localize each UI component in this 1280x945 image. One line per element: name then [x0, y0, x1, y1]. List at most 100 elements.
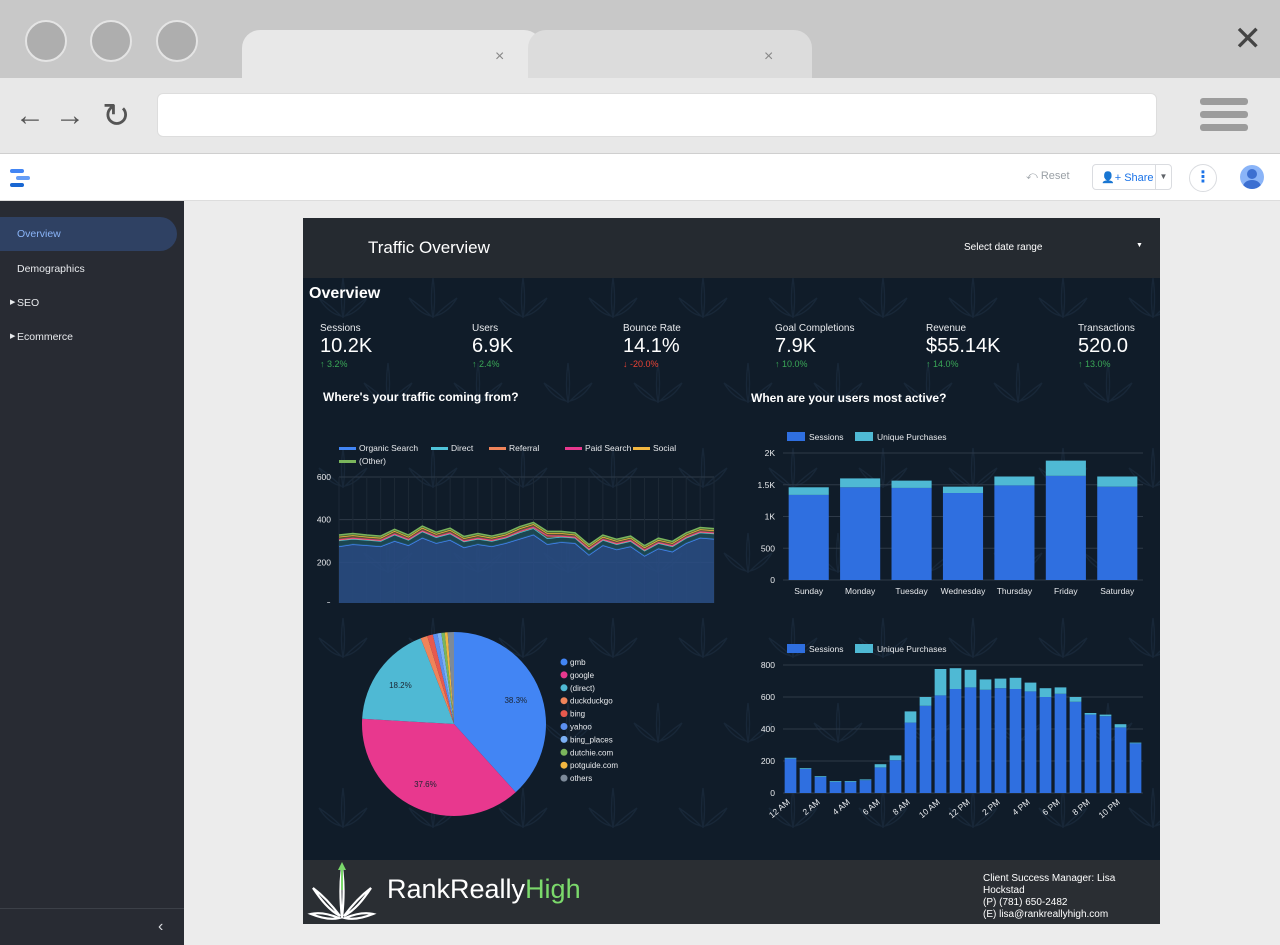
share-button[interactable]: 👤+ Share ▼	[1092, 164, 1172, 190]
bar-sessions	[1069, 701, 1082, 793]
forward-icon[interactable]: →	[55, 99, 85, 132]
source-pie-chart: 38.3% 37.6% 18.2% gmb google (direct) duckduck…	[362, 632, 618, 816]
y-tick-label: 200	[761, 756, 775, 766]
leaf-pattern-icon	[633, 362, 683, 404]
bar-unique-purchases	[859, 779, 872, 781]
back-icon[interactable]: ←	[15, 99, 45, 132]
x-tick-label: 8 AM	[891, 797, 912, 817]
y-tick-label: 600	[761, 692, 775, 702]
report-title: Traffic Overview	[368, 238, 490, 257]
bar-unique-purchases	[1009, 677, 1022, 689]
csm-phone: (P) (781) 650-2482	[983, 897, 1068, 908]
leaf-pattern-icon	[453, 362, 503, 404]
window-dot-2[interactable]	[90, 20, 132, 62]
legend-entry: bing	[570, 710, 585, 719]
bar-unique-purchases	[942, 486, 984, 494]
kpi-value: 6.9K	[472, 335, 514, 357]
browser-tab-2[interactable]: ×	[528, 30, 812, 78]
brand-name-accent: High	[525, 874, 581, 904]
browser-tab-1[interactable]: ×	[242, 30, 542, 78]
bar-unique-purchases	[919, 697, 932, 706]
leaf-pattern-icon	[588, 787, 638, 829]
bar-sessions	[979, 689, 992, 793]
legend-swatch	[339, 460, 356, 463]
legend-swatch	[560, 774, 568, 782]
data-studio-logo-icon[interactable]	[10, 168, 32, 188]
legend-swatch	[560, 761, 568, 769]
legend-swatch	[560, 671, 568, 679]
legend-swatch	[787, 644, 805, 653]
leaf-pattern-icon	[678, 278, 728, 319]
pie-slice	[420, 635, 454, 724]
bar-unique-purchases	[799, 768, 812, 769]
window-dot-3[interactable]	[156, 20, 198, 62]
kpi-scorecard: Bounce Rate 14.1% ↓ -20.0%	[623, 323, 681, 369]
kpi-delta: ↑ 10.0%	[775, 359, 854, 369]
legend-swatch	[560, 710, 568, 718]
leaf-pattern-icon	[543, 362, 593, 404]
client-success-contact: Client Success Manager: Lisa Hockstad (P…	[983, 873, 1143, 921]
kpi-value: 520.0	[1078, 335, 1129, 357]
sidebar-item-overview[interactable]: Overview	[0, 217, 177, 251]
legend-entry: potguide.com	[570, 761, 618, 770]
bar-unique-purchases	[1097, 476, 1138, 487]
kpi-delta: ↑ 14.0%	[926, 359, 1001, 369]
bar-unique-purchases	[840, 478, 881, 488]
legend-entry: yahoo	[570, 723, 592, 732]
browser-menu-icon[interactable]	[1200, 98, 1248, 137]
bar-unique-purchases	[979, 679, 992, 690]
reload-icon[interactable]: ↻	[102, 97, 131, 135]
leaf-pattern-icon	[768, 278, 818, 319]
brand-name-part: RankReally	[387, 874, 526, 904]
bar-unique-purchases	[994, 476, 1035, 486]
report-page: Traffic Overview Select date range ▼ Ove…	[303, 218, 1160, 924]
series-line	[338, 521, 715, 547]
y-tick-label: 400	[761, 724, 775, 734]
date-range-selector[interactable]: Select date range	[964, 242, 1043, 253]
sidebar-item-seo[interactable]: ▶ SEO	[0, 286, 177, 320]
sidebar-item-demographics[interactable]: Demographics	[0, 252, 177, 286]
expand-triangle-icon[interactable]: ▶	[10, 333, 16, 340]
cannabis-leaf-logo-icon	[307, 862, 377, 920]
sidebar-item-ecommerce[interactable]: ▶ Ecommerce	[0, 320, 177, 354]
tab-close-icon[interactable]: ×	[495, 48, 505, 65]
sidebar-item-label: Ecommerce	[17, 331, 74, 343]
collapse-sidebar-icon[interactable]: ‹	[158, 918, 164, 935]
trend-arrow-icon: ↑	[1078, 359, 1086, 369]
csm-email[interactable]: (E) lisa@rankreallyhigh.com	[983, 909, 1109, 920]
kpi-label: Sessions	[320, 323, 361, 334]
x-tick-label: 12 PM	[947, 797, 972, 820]
share-dropdown-icon[interactable]: ▼	[1155, 165, 1171, 189]
more-options-icon[interactable]: ⋮	[1189, 164, 1217, 192]
reset-button[interactable]: ⤺ Reset	[1026, 170, 1070, 183]
address-bar[interactable]	[157, 93, 1157, 137]
brand-logo-text: RankReallyHigh	[387, 874, 581, 905]
bar-sessions	[964, 687, 977, 793]
bar-unique-purchases	[891, 480, 932, 488]
leaf-pattern-icon	[723, 362, 773, 404]
undo-icon: ⤺	[1026, 170, 1038, 182]
x-tick-label: 8 PM	[1070, 797, 1092, 817]
bar-sessions	[891, 487, 932, 580]
bar-unique-purchases	[994, 678, 1007, 689]
dropdown-caret-icon[interactable]: ▼	[1136, 242, 1143, 249]
expand-triangle-icon[interactable]: ▶	[10, 299, 16, 306]
x-tick-label: Thursday	[997, 586, 1033, 596]
leaf-pattern-icon	[723, 702, 773, 744]
legend-swatch	[431, 447, 448, 450]
bar-sessions	[1039, 697, 1052, 793]
legend-entry: Social	[653, 443, 676, 453]
bar-unique-purchases	[889, 755, 902, 761]
tab-close-icon[interactable]: ×	[764, 48, 774, 65]
leaf-pattern-icon	[903, 362, 953, 404]
window-close-icon[interactable]: ✕	[1233, 20, 1263, 58]
x-tick-label: Tuesday	[895, 586, 928, 596]
leaf-pattern-icon	[1083, 362, 1133, 404]
avatar[interactable]	[1240, 165, 1264, 189]
add-person-icon: 👤+	[1101, 172, 1122, 184]
legend-entry: Direct	[451, 443, 474, 453]
kpi-delta: ↑ 2.4%	[472, 359, 513, 369]
legend-entry: duckduckgo	[570, 697, 613, 706]
window-dot-1[interactable]	[25, 20, 67, 62]
pie-slice	[362, 638, 454, 724]
